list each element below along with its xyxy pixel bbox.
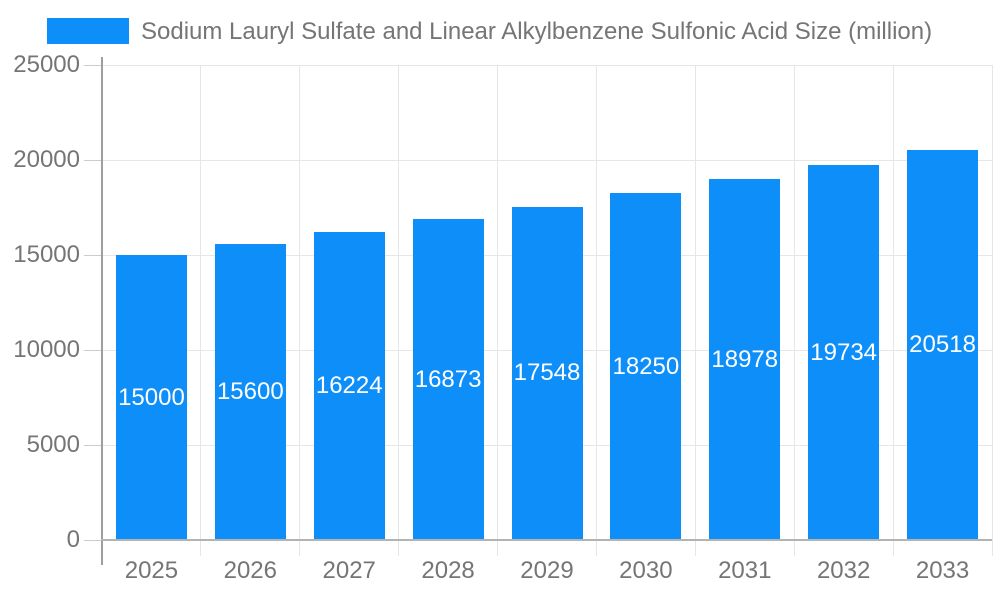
bar-value-label: 18978	[711, 345, 779, 373]
y-tick	[84, 539, 102, 541]
y-tick	[84, 64, 102, 66]
bar[interactable]	[214, 243, 286, 539]
y-axis-line	[101, 57, 103, 565]
bar[interactable]	[412, 219, 484, 539]
y-tick-label: 0	[66, 526, 80, 553]
x-gridline	[991, 65, 993, 556]
bar-value-label: 16873	[414, 365, 482, 393]
bar-value-label: 18250	[612, 352, 680, 380]
x-gridline	[398, 65, 400, 556]
x-tick-label: 2028	[421, 557, 475, 584]
x-gridline	[299, 65, 301, 556]
bar[interactable]	[511, 206, 583, 539]
bar[interactable]	[313, 231, 385, 539]
y-gridline	[102, 64, 992, 66]
bar[interactable]	[808, 165, 880, 539]
y-tick-label: 15000	[13, 241, 80, 268]
bar[interactable]	[709, 179, 781, 539]
bar-value-label: 15000	[118, 383, 185, 411]
y-tick	[84, 254, 102, 256]
y-tick-label: 20000	[13, 146, 80, 173]
x-tick-label: 2030	[619, 557, 673, 584]
y-gridline	[102, 159, 992, 161]
bar-value-label: 20518	[909, 331, 976, 359]
x-tick-label: 2033	[915, 557, 970, 584]
x-gridline	[497, 65, 499, 556]
y-tick-label: 25000	[13, 51, 80, 78]
x-gridline	[694, 65, 696, 556]
x-tick-label: 2031	[718, 557, 772, 584]
x-gridline	[200, 65, 202, 556]
x-gridline	[892, 65, 894, 556]
legend-swatch	[47, 18, 129, 44]
x-tick-label: 2032	[816, 557, 871, 584]
bar[interactable]	[907, 150, 979, 539]
bar-value-label: 17548	[513, 359, 581, 387]
legend-series-label: Sodium Lauryl Sulfate and Linear Alkylbe…	[141, 18, 933, 45]
y-tick-label: 10000	[13, 336, 80, 363]
bar-value-label: 19734	[810, 338, 878, 366]
y-tick	[84, 159, 102, 161]
bar[interactable]	[115, 255, 187, 539]
x-tick-label: 2027	[322, 557, 376, 584]
bar-value-label: 16224	[315, 371, 383, 399]
x-tick-label: 2026	[223, 557, 277, 584]
y-tick-label: 5000	[26, 431, 80, 458]
bar-value-label: 15600	[216, 377, 284, 405]
x-axis-line	[101, 539, 992, 541]
x-tick-label: 2029	[520, 557, 574, 584]
y-tick	[84, 349, 102, 351]
bar[interactable]	[610, 193, 682, 539]
x-tick-label: 2025	[124, 557, 179, 584]
x-gridline	[793, 65, 795, 556]
x-gridline	[595, 65, 597, 556]
legend: Sodium Lauryl Sulfate and Linear Alkylbe…	[0, 0, 1000, 50]
y-tick	[84, 444, 102, 446]
